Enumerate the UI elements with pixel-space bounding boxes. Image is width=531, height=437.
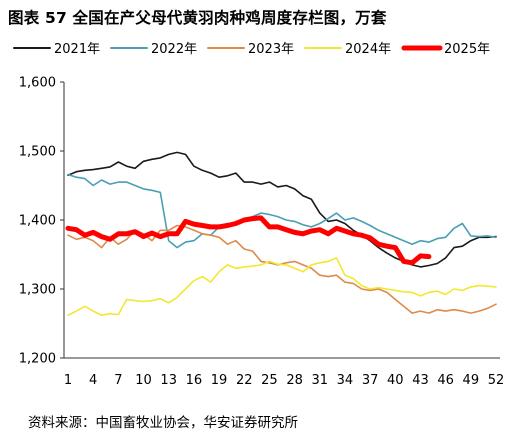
x-tick-label: 22 [236,373,253,388]
x-tick-label: 10 [135,373,152,388]
y-tick-label: 1,500 [19,145,56,160]
x-tick-label: 19 [211,373,228,388]
y-tick-label: 1,400 [19,214,56,229]
x-tick-label: 46 [437,373,454,388]
y-axis: 1,200 1,300 1,400 1,500 1,600 [19,76,65,367]
chart-legend: 2021年 2022年 2023年 2024年 2025年 [13,42,490,57]
series-line-3 [67,257,497,317]
x-tick-label: 37 [362,373,379,388]
x-axis: 1 4 7 10 13 16 19 22 25 28 31 34 37 40 43 46 49 52 [64,357,505,388]
x-tick-label: 43 [412,373,429,388]
series-line-4 [65,215,432,266]
x-tick-label: 1 [64,373,72,388]
x-tick-label: 40 [387,373,404,388]
x-tick-label: 49 [463,373,480,388]
y-tick-label: 1,600 [19,76,56,91]
source-note: 资料来源：中国畜牧业协会，华安证券研究所 [28,415,298,431]
legend-label-0: 2021年 [54,42,100,57]
legend-label-2: 2023年 [248,42,294,57]
x-tick-label: 28 [286,373,303,388]
x-tick-label: 25 [261,373,278,388]
x-tick-label: 52 [488,373,505,388]
y-tick-label: 1,300 [19,283,56,298]
series-line-0 [67,151,497,268]
x-tick-label: 7 [114,373,122,388]
x-tick-label: 16 [186,373,203,388]
series-line-1 [67,173,497,249]
x-tick-label: 34 [337,373,354,388]
chart-title: 图表 57 全国在产父母代黄羽肉种鸡周度存栏图，万套 [8,9,387,27]
x-tick-label: 13 [160,373,177,388]
y-tick-label: 1,200 [19,352,56,367]
plot-area [65,151,497,317]
legend-label-1: 2022年 [151,42,197,57]
legend-label-3: 2024年 [345,42,391,57]
x-tick-label: 31 [311,373,328,388]
legend-label-4: 2025年 [444,42,490,57]
x-tick-label: 4 [89,373,97,388]
